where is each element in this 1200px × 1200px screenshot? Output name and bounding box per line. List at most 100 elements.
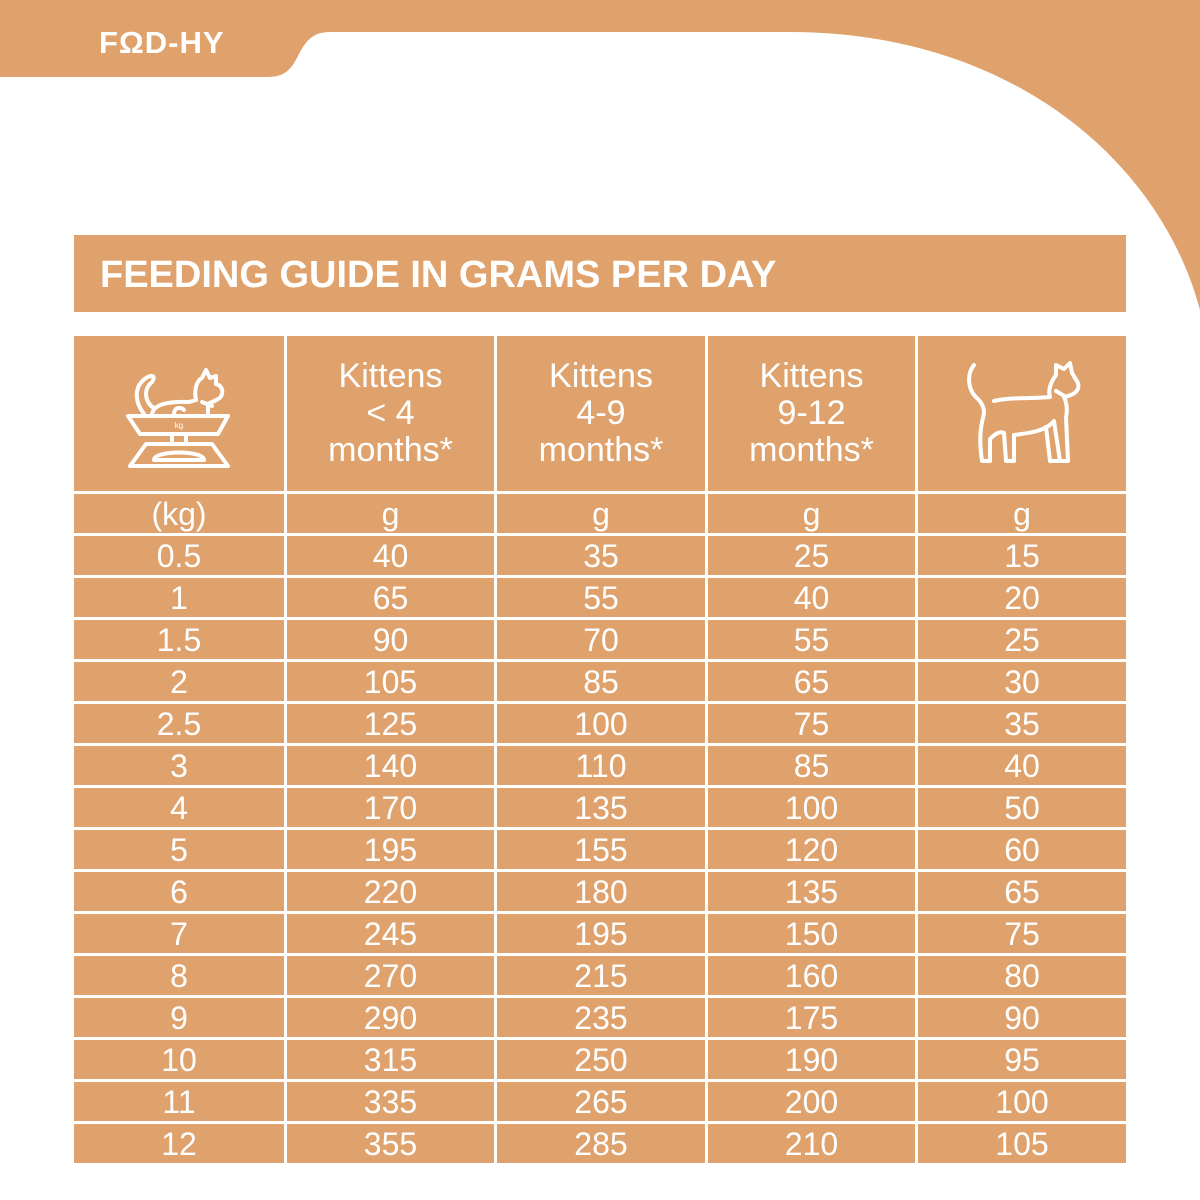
table-row-cell-weight: 1 <box>74 578 284 617</box>
cat-on-scale-icon: kg <box>126 368 230 468</box>
table-row-cell-kittens-9-12: 160 <box>708 956 915 995</box>
table-row-cell-adult: 95 <box>918 1040 1126 1079</box>
table-row-cell-adult: 100 <box>918 1082 1126 1121</box>
header-kittens-under-4: Kittens < 4 months* <box>287 336 494 491</box>
unit-cell-kittens-under-4: g <box>287 494 494 533</box>
table-row-cell-weight: 2 <box>74 662 284 701</box>
table-row-cell-kittens-4-9: 35 <box>497 536 705 575</box>
table-row-cell-kittens-4-9: 265 <box>497 1082 705 1121</box>
table-row-cell-weight: 5 <box>74 830 284 869</box>
header-kittens-9-12: Kittens 9-12 months* <box>708 336 915 491</box>
table-row-cell-kittens-under-4: 220 <box>287 872 494 911</box>
table-row-cell-adult: 35 <box>918 704 1126 743</box>
table-row-cell-kittens-4-9: 135 <box>497 788 705 827</box>
table-row-cell-kittens-under-4: 195 <box>287 830 494 869</box>
table-row-cell-kittens-9-12: 210 <box>708 1124 915 1163</box>
unit-cell-weight: (kg) <box>74 494 284 533</box>
table-row-cell-kittens-under-4: 355 <box>287 1124 494 1163</box>
table-row-cell-kittens-4-9: 100 <box>497 704 705 743</box>
table-row-cell-kittens-9-12: 200 <box>708 1082 915 1121</box>
table-row-cell-weight: 7 <box>74 914 284 953</box>
header-line: Kittens <box>549 357 653 395</box>
table-row-cell-kittens-9-12: 190 <box>708 1040 915 1079</box>
table-row-cell-kittens-under-4: 245 <box>287 914 494 953</box>
header-line: 4-9 <box>576 394 626 432</box>
table-row-cell-adult: 40 <box>918 746 1126 785</box>
table-row-cell-kittens-9-12: 65 <box>708 662 915 701</box>
table-row-cell-weight: 3 <box>74 746 284 785</box>
header-line: 9-12 <box>777 394 846 432</box>
header-kittens-4-9: Kittens 4-9 months* <box>497 336 705 491</box>
table-row-cell-kittens-under-4: 65 <box>287 578 494 617</box>
unit-cell-kittens-9-12: g <box>708 494 915 533</box>
table-row-cell-adult: 105 <box>918 1124 1126 1163</box>
table-row-cell-weight: 12 <box>74 1124 284 1163</box>
table-row-cell-kittens-9-12: 175 <box>708 998 915 1037</box>
table-row-cell-kittens-4-9: 70 <box>497 620 705 659</box>
table-row-cell-adult: 15 <box>918 536 1126 575</box>
table-row-cell-weight: 1.5 <box>74 620 284 659</box>
table-row-cell-weight: 9 <box>74 998 284 1037</box>
table-row-cell-kittens-4-9: 235 <box>497 998 705 1037</box>
table-row-cell-kittens-under-4: 335 <box>287 1082 494 1121</box>
table-row-cell-kittens-9-12: 85 <box>708 746 915 785</box>
table-row-cell-kittens-under-4: 105 <box>287 662 494 701</box>
table-row-cell-adult: 80 <box>918 956 1126 995</box>
unit-cell-adult: g <box>918 494 1126 533</box>
header-line: months* <box>749 431 874 469</box>
table-row-cell-kittens-4-9: 155 <box>497 830 705 869</box>
table-row-cell-weight: 11 <box>74 1082 284 1121</box>
table-row-cell-adult: 90 <box>918 998 1126 1037</box>
table-row-cell-kittens-9-12: 55 <box>708 620 915 659</box>
table-row-cell-weight: 2.5 <box>74 704 284 743</box>
table-row-cell-kittens-9-12: 135 <box>708 872 915 911</box>
table-row-cell-weight: 4 <box>74 788 284 827</box>
table-row-cell-kittens-under-4: 40 <box>287 536 494 575</box>
title-bar: FEEDING GUIDE IN GRAMS PER DAY <box>74 235 1126 312</box>
table-row-cell-kittens-4-9: 195 <box>497 914 705 953</box>
table-row-cell-adult: 65 <box>918 872 1126 911</box>
table-row-cell-kittens-under-4: 315 <box>287 1040 494 1079</box>
header-adult <box>918 336 1126 491</box>
header-line: months* <box>328 431 453 469</box>
table-row-cell-kittens-9-12: 25 <box>708 536 915 575</box>
header-line: Kittens <box>338 357 443 395</box>
table-row-cell-kittens-under-4: 270 <box>287 956 494 995</box>
table-row-cell-kittens-under-4: 140 <box>287 746 494 785</box>
table-row-cell-adult: 75 <box>918 914 1126 953</box>
table-row-cell-kittens-4-9: 285 <box>497 1124 705 1163</box>
table-row-cell-adult: 60 <box>918 830 1126 869</box>
brand-logo: FΩD-HY <box>99 25 225 60</box>
table-row-cell-kittens-9-12: 100 <box>708 788 915 827</box>
scale-kg-label: kg <box>175 421 183 430</box>
header-line: < 4 <box>366 394 415 432</box>
table-row-cell-kittens-9-12: 150 <box>708 914 915 953</box>
header-line: Kittens <box>759 357 864 395</box>
table-row-cell-kittens-9-12: 120 <box>708 830 915 869</box>
unit-cell-kittens-4-9: g <box>497 494 705 533</box>
table-row-cell-weight: 10 <box>74 1040 284 1079</box>
table-row-cell-kittens-4-9: 55 <box>497 578 705 617</box>
table-row-cell-kittens-4-9: 250 <box>497 1040 705 1079</box>
table-row-cell-kittens-4-9: 215 <box>497 956 705 995</box>
header-line: months* <box>538 431 664 469</box>
table-row-cell-adult: 50 <box>918 788 1126 827</box>
table-row-cell-kittens-4-9: 180 <box>497 872 705 911</box>
page-title: FEEDING GUIDE IN GRAMS PER DAY <box>100 254 777 296</box>
table-row-cell-adult: 20 <box>918 578 1126 617</box>
table-row-cell-kittens-under-4: 170 <box>287 788 494 827</box>
table-row-cell-kittens-under-4: 290 <box>287 998 494 1037</box>
table-row-cell-adult: 25 <box>918 620 1126 659</box>
table-row-cell-weight: 0.5 <box>74 536 284 575</box>
table-row-cell-kittens-under-4: 125 <box>287 704 494 743</box>
table-row-cell-weight: 6 <box>74 872 284 911</box>
adult-cat-icon <box>966 361 1080 463</box>
table-row-cell-adult: 30 <box>918 662 1126 701</box>
table-row-cell-kittens-9-12: 75 <box>708 704 915 743</box>
table-row-cell-kittens-9-12: 40 <box>708 578 915 617</box>
table-row-cell-kittens-4-9: 110 <box>497 746 705 785</box>
table-row-cell-weight: 8 <box>74 956 284 995</box>
header-weight: kg <box>74 336 284 491</box>
table-row-cell-kittens-under-4: 90 <box>287 620 494 659</box>
